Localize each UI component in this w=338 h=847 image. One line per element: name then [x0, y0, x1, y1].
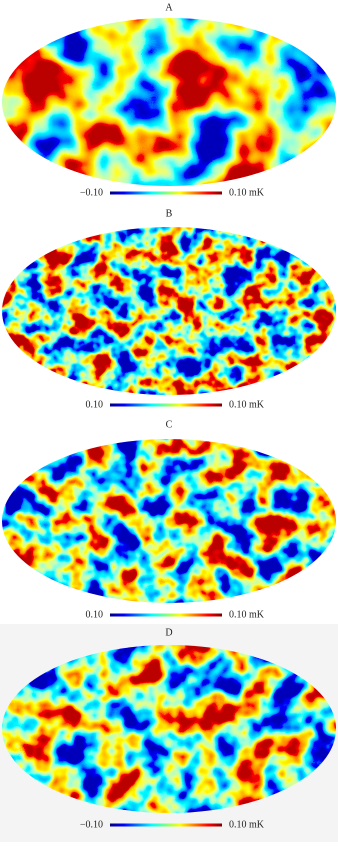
colorbar-max-label: 0.10 mK — [229, 819, 265, 830]
colorbar — [110, 613, 222, 617]
colorbar-min-label: 0.10 — [86, 609, 104, 620]
panel-label: C — [166, 419, 173, 430]
panel-label: D — [165, 627, 172, 638]
colorbar — [110, 191, 222, 195]
panel-label: A — [165, 2, 173, 13]
colorbar-max-label: 0.10 mK — [229, 399, 265, 410]
colorbar-max-label: 0.10 mK — [229, 187, 265, 198]
sky-map — [2, 645, 336, 813]
sky-map — [2, 439, 336, 603]
colorbar-min-label: −0.10 — [80, 819, 103, 830]
colorbar — [110, 403, 222, 407]
sky-map — [2, 18, 336, 186]
colorbar-max-label: 0.10 mK — [229, 609, 265, 620]
colorbar — [110, 823, 222, 827]
colorbar-min-label: 0.10 — [86, 399, 104, 410]
colorbar-min-label: −0.10 — [80, 187, 103, 198]
panel-label: B — [166, 208, 173, 219]
sky-map — [2, 227, 336, 395]
